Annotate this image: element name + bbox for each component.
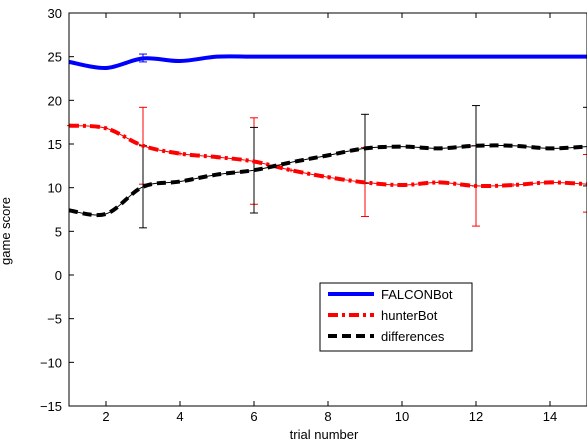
y-tick-label: 25 bbox=[48, 50, 62, 65]
x-tick-label: 12 bbox=[469, 409, 483, 424]
legend-label-falconbot: FALCONBot bbox=[381, 287, 453, 302]
series-line-differences bbox=[68, 143, 587, 218]
x-axis-label: trial number bbox=[290, 427, 359, 442]
error-bars bbox=[139, 53, 587, 229]
y-tick-label: −10 bbox=[40, 355, 62, 370]
data-point-hunterbot bbox=[141, 143, 145, 148]
error-bar-differences bbox=[583, 106, 587, 187]
data-point-hunterbot bbox=[215, 155, 219, 160]
data-point-hunterbot bbox=[437, 180, 441, 185]
data-point-hunterbot bbox=[326, 175, 330, 180]
x-tick-label: 4 bbox=[176, 409, 183, 424]
x-tick-label: 14 bbox=[543, 409, 557, 424]
data-point-hunterbot bbox=[289, 168, 293, 173]
y-tick-label: 0 bbox=[55, 268, 62, 283]
error-bar-hunterbot bbox=[583, 153, 587, 213]
y-axis-label: game score bbox=[0, 197, 13, 265]
data-point-hunterbot bbox=[400, 183, 404, 188]
x-tick-label: 6 bbox=[250, 409, 257, 424]
data-point-hunterbot bbox=[585, 182, 587, 187]
data-point-hunterbot bbox=[104, 126, 108, 131]
y-tick-labels: −15 −10 −5 0 5 10 15 20 25 30 bbox=[40, 6, 62, 414]
y-tick-label: 5 bbox=[55, 224, 62, 239]
y-tick-label: 10 bbox=[48, 181, 62, 196]
y-tick-label: 20 bbox=[48, 93, 62, 108]
data-point-hunterbot bbox=[178, 151, 182, 156]
y-tick-label: 30 bbox=[48, 6, 62, 21]
x-tick-label: 2 bbox=[102, 409, 109, 424]
data-point-hunterbot bbox=[363, 180, 367, 185]
data-point-hunterbot bbox=[548, 180, 552, 185]
data-point-hunterbot bbox=[511, 183, 515, 188]
y-tick-label: 15 bbox=[48, 137, 62, 152]
data-point-hunterbot bbox=[474, 183, 478, 188]
legend-label-differences: differences bbox=[381, 329, 445, 344]
legend-label-hunterbot: hunterBot bbox=[381, 308, 438, 323]
series-lines bbox=[67, 54, 587, 218]
x-tick-labels: 2 4 6 8 10 12 14 bbox=[102, 409, 557, 424]
y-tick-label: −15 bbox=[40, 399, 62, 414]
legend: FALCONBot hunterBot differences bbox=[319, 282, 473, 352]
y-tick-label: −5 bbox=[47, 312, 62, 327]
x-tick-label: 8 bbox=[324, 409, 331, 424]
axis-ticks bbox=[69, 12, 551, 407]
plot-area-frame bbox=[68, 12, 587, 407]
x-tick-label: 10 bbox=[395, 409, 409, 424]
series-line-falconbot bbox=[68, 54, 587, 71]
data-point-hunterbot bbox=[252, 159, 256, 164]
